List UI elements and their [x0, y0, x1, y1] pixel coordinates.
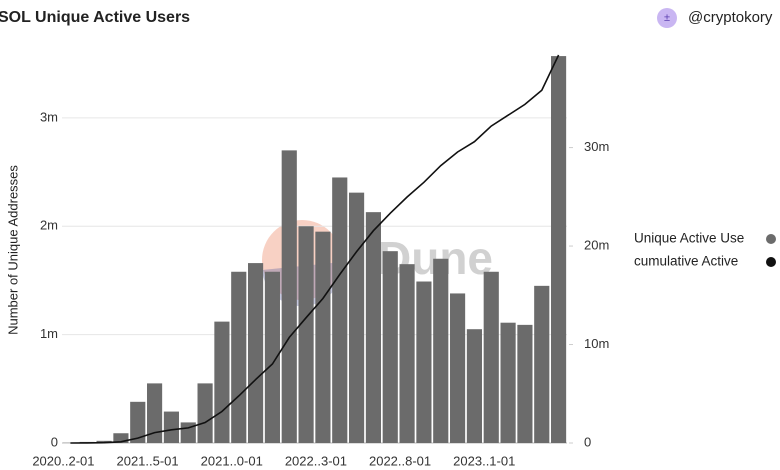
- bar: [197, 383, 213, 443]
- bar: [281, 150, 297, 443]
- bar: [517, 324, 533, 443]
- y-axis-title: Number of Unique Addresses: [5, 165, 20, 335]
- author: @cryptokory: [688, 9, 773, 26]
- y2-tick-label: 30m: [584, 139, 609, 154]
- bar: [264, 271, 280, 443]
- bar: [315, 231, 331, 443]
- y-tick-label: 3m: [40, 109, 58, 124]
- bar: [365, 212, 381, 443]
- bar: [534, 285, 550, 443]
- bar: [433, 258, 449, 443]
- bar: [382, 251, 398, 443]
- bar: [147, 383, 163, 443]
- bar: [500, 322, 516, 443]
- avatar-glyph: ±: [664, 12, 670, 24]
- bar: [483, 271, 499, 443]
- bar: [298, 226, 314, 443]
- x-tick-label: 2021..0-01: [201, 453, 263, 468]
- legend-label: cumulative Active: [634, 254, 738, 269]
- bar: [130, 401, 146, 443]
- chart-title: SOL Unique Active Users: [0, 9, 190, 26]
- y2-tick-label: 10m: [584, 336, 609, 351]
- y-tick-label: 2m: [40, 218, 58, 233]
- bar: [163, 411, 179, 443]
- y2-tick-label: 20m: [584, 237, 609, 252]
- x-tick-label: 2022..3-01: [285, 453, 347, 468]
- bar: [399, 264, 415, 443]
- legend-swatch: [766, 234, 776, 244]
- avatar-icon: [657, 8, 677, 28]
- bar: [466, 329, 482, 443]
- bar: [113, 433, 129, 443]
- x-tick-label: 2022..8-01: [369, 453, 431, 468]
- y-tick-label: 1m: [40, 326, 58, 341]
- bar: [349, 192, 365, 443]
- line: [70, 54, 560, 444]
- x-tick-label: 2021..5-01: [116, 453, 178, 468]
- bar: [551, 56, 567, 443]
- bar: [450, 293, 466, 443]
- legend-label: Unique Active Use: [634, 231, 744, 246]
- x-tick-label: 2020..2-01: [32, 453, 94, 468]
- x-tick-label: 2023..1-01: [453, 453, 515, 468]
- bar: [214, 321, 230, 443]
- bar: [332, 177, 348, 443]
- bar: [416, 281, 432, 443]
- y-tick-label: 0: [51, 434, 58, 449]
- bar: [248, 263, 264, 443]
- legend-swatch: [766, 257, 776, 267]
- bar: [231, 271, 247, 443]
- y2-tick-label: 0: [584, 434, 591, 449]
